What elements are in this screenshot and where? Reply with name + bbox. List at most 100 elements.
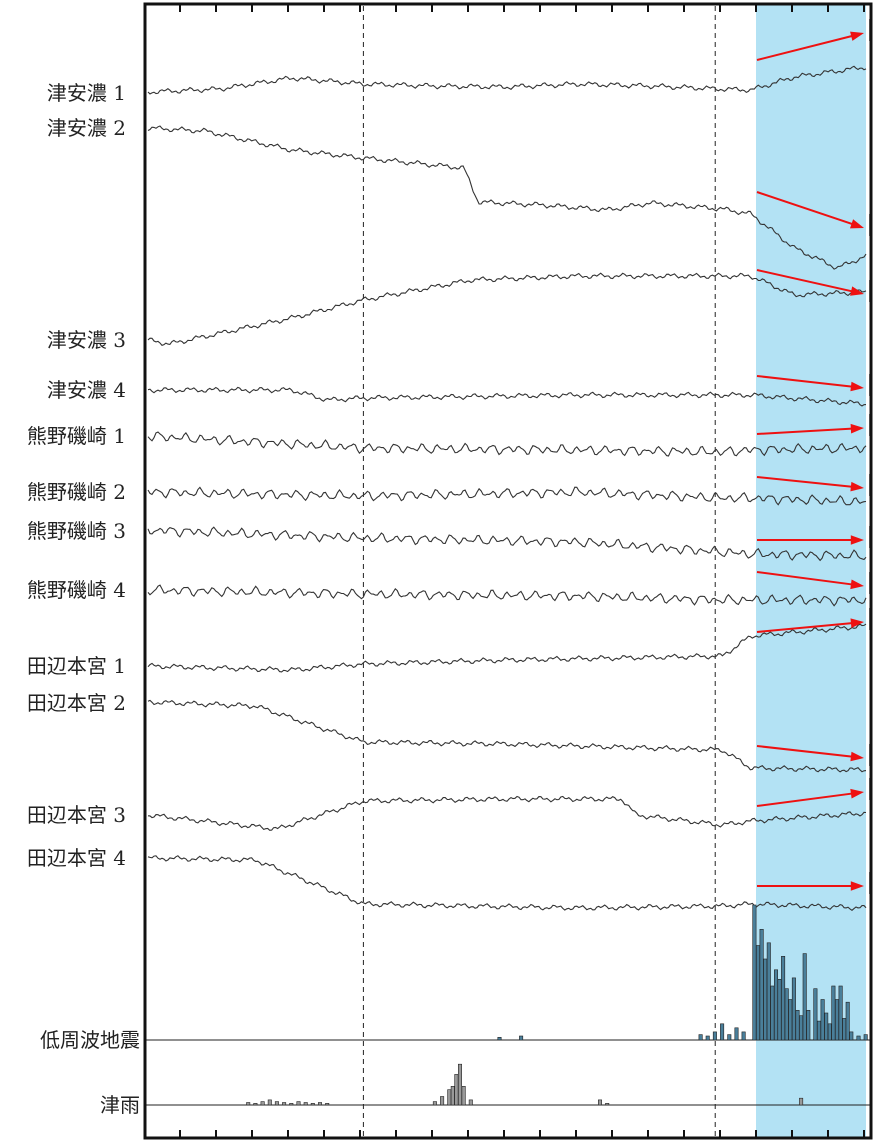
trace-series-7	[147, 526, 867, 562]
histogram-bar	[317, 1102, 322, 1106]
histogram-bar	[813, 988, 818, 1041]
arrow-line-9	[756, 622, 853, 633]
histogram-label-1: 低周波地震	[40, 1028, 140, 1052]
histogram-bar	[842, 1018, 847, 1041]
histogram-bar	[799, 1015, 804, 1041]
histogram-bar	[605, 1103, 610, 1106]
histogram-bar	[519, 1035, 524, 1041]
histogram-bar	[849, 1031, 854, 1041]
histogram-bar	[845, 1001, 850, 1041]
arrow-line-5	[756, 427, 853, 435]
arrow-head-3	[850, 286, 864, 296]
series-label-4: 津安濃 4	[47, 378, 126, 402]
arrow-head-1	[850, 31, 864, 41]
series-label-5: 熊野磯崎 1	[27, 424, 126, 448]
histogram-bar	[777, 978, 782, 1041]
histogram-bar	[274, 1101, 279, 1106]
histogram-bar	[820, 999, 825, 1041]
histogram-bar	[698, 1034, 703, 1041]
histogram-bar	[831, 985, 836, 1041]
histogram-bar	[282, 1102, 287, 1106]
histogram-bar	[432, 1101, 437, 1106]
histogram-bar	[267, 1099, 272, 1106]
arrow-line-4	[756, 375, 853, 388]
histogram-bar	[253, 1103, 258, 1106]
trace-series-8	[147, 584, 867, 607]
histogram-bar	[296, 1101, 301, 1106]
arrow-head-10	[850, 751, 864, 762]
trace-series-12	[147, 855, 867, 911]
histogram-bar	[838, 985, 843, 1041]
series-label-11: 田辺本宮 3	[27, 803, 126, 827]
histogram-bar	[597, 1099, 602, 1106]
arrow-line-3	[756, 269, 853, 293]
series-label-8: 熊野磯崎 4	[27, 578, 126, 602]
histogram-bar	[802, 953, 807, 1041]
histogram-bar	[712, 1031, 717, 1041]
arrow-line-1	[756, 35, 853, 61]
histogram-bar	[734, 1027, 739, 1041]
histogram-bar	[325, 1103, 330, 1106]
histogram-bar	[310, 1103, 315, 1106]
series-label-1: 津安濃 1	[47, 81, 126, 105]
trace-series-1	[147, 65, 867, 95]
arrow-head-7	[850, 535, 864, 545]
trace-series-3	[147, 272, 867, 346]
histogram-bar	[784, 988, 789, 1041]
series-label-6: 熊野磯崎 2	[27, 480, 126, 504]
histogram-bar	[834, 999, 839, 1041]
series-label-3: 津安濃 3	[47, 328, 126, 352]
histogram-bar	[770, 985, 775, 1041]
trace-series-10	[147, 699, 867, 773]
arrow-head-12	[850, 881, 864, 891]
arrow-head-11	[850, 788, 864, 799]
trace-series-9	[147, 623, 867, 673]
histogram-bar	[727, 1034, 732, 1041]
histogram-bar	[303, 1102, 308, 1106]
arrow-head-9	[850, 618, 864, 628]
highlight-span	[756, 4, 866, 1138]
histogram-bar	[759, 928, 764, 1041]
histogram-bar	[260, 1101, 265, 1106]
trace-series-5	[147, 431, 867, 457]
histogram-bar	[773, 969, 778, 1041]
histogram-bar	[799, 1097, 804, 1106]
histogram-bar	[468, 1099, 473, 1106]
histogram-bar	[863, 1034, 868, 1041]
arrow-head-6	[850, 481, 864, 492]
arrow-head-5	[850, 423, 864, 434]
series-label-10: 田辺本宮 2	[27, 691, 126, 715]
histogram-bar	[766, 942, 771, 1041]
series-label-9: 田辺本宮 1	[27, 654, 126, 678]
histogram-bar	[454, 1074, 459, 1106]
histogram-bar	[497, 1037, 502, 1041]
histogram-bar	[447, 1089, 452, 1106]
histogram-bar	[461, 1086, 466, 1106]
histogram-bar	[755, 945, 760, 1041]
series-label-2: 津安濃 2	[47, 116, 126, 140]
histogram-bar	[763, 958, 768, 1041]
trace-series-11	[147, 795, 867, 831]
trace-series-6	[147, 486, 867, 506]
histogram-bar	[752, 904, 757, 1041]
arrow-line-2	[756, 191, 853, 225]
histogram-bar	[246, 1102, 251, 1106]
arrow-head-4	[850, 381, 864, 392]
trace-series-4	[147, 386, 867, 407]
trace-series-2	[147, 125, 867, 270]
histogram-bar	[440, 1096, 445, 1106]
arrow-line-10	[756, 745, 853, 758]
arrow-line-8	[756, 571, 853, 586]
histogram-bar	[289, 1103, 294, 1106]
histogram-bar	[827, 1023, 832, 1041]
series-label-7: 熊野磯崎 3	[27, 519, 126, 543]
histogram-bar	[856, 1035, 861, 1041]
histogram-bar	[824, 1012, 829, 1041]
histogram-bar	[806, 1009, 811, 1041]
plot-frame	[143, 2, 873, 1140]
arrow-line-6	[756, 476, 853, 488]
histogram-bar	[795, 1009, 800, 1041]
histogram-bar	[450, 1086, 455, 1106]
arrow-head-8	[850, 579, 864, 590]
